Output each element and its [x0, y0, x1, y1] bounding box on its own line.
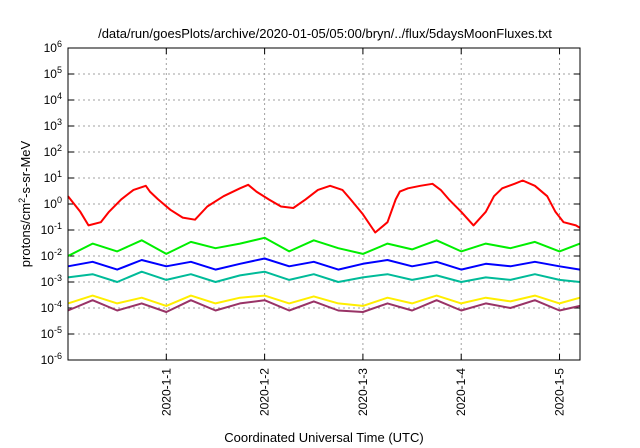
y-tick-exp: 3	[57, 117, 62, 127]
y-tick-label: 10-6	[41, 351, 62, 367]
y-tick-exp: 5	[57, 65, 62, 75]
x-tick-label: 2020-1-4	[454, 368, 468, 416]
chart-title: /data/run/goesPlots/archive/2020-01-05/0…	[98, 26, 552, 41]
y-axis-label-pre: protons/cm	[18, 203, 33, 267]
y-tick-exp: 6	[57, 39, 62, 49]
y-tick-base: 10	[41, 275, 55, 289]
y-axis-label-post: -s-sr-MeV	[18, 140, 33, 197]
series-line-1	[67, 179, 581, 234]
y-tick-exp: -6	[54, 351, 62, 361]
series-line-3	[67, 257, 581, 271]
y-tick-base: 10	[41, 249, 55, 263]
y-axis-label: protons/cm2-s-sr-MeV	[17, 140, 33, 267]
y-tick-label: 104	[44, 91, 62, 107]
y-tick-label: 102	[44, 143, 62, 159]
y-tick-exp: -3	[54, 273, 62, 283]
series-line-4	[67, 270, 581, 283]
grid-layer	[68, 47, 580, 361]
series-layer	[67, 179, 581, 313]
y-tick-labels: 10-610-510-410-310-210-11001011021031041…	[41, 39, 62, 367]
x-axis-label: Coordinated Universal Time (UTC)	[224, 430, 423, 445]
y-tick-label: 105	[44, 65, 62, 81]
y-tick-base: 10	[44, 145, 58, 159]
x-tick-label: 2020-1-5	[553, 368, 567, 416]
y-tick-exp: 0	[57, 195, 62, 205]
y-tick-exp: -1	[54, 221, 62, 231]
y-tick-exp: 2	[57, 143, 62, 153]
y-tick-base: 10	[44, 119, 58, 133]
y-axis-label-sup: 2	[17, 198, 27, 203]
y-tick-label: 100	[44, 195, 62, 211]
y-tick-base: 10	[44, 67, 58, 81]
y-tick-label: 101	[44, 169, 62, 185]
y-tick-exp: -4	[54, 299, 62, 309]
y-tick-base: 10	[41, 327, 55, 341]
y-tick-exp: 1	[57, 169, 62, 179]
plot-frame	[67, 47, 581, 361]
x-tick-labels: 2020-1-1 2020-1-2 2020-1-3 2020-1-4 2020-1-5	[159, 368, 566, 416]
y-tick-label: 10-5	[41, 325, 62, 341]
series-line-5	[67, 294, 581, 307]
y-tick-base: 10	[44, 93, 58, 107]
y-tick-label: 106	[44, 39, 62, 55]
y-tick-exp: 4	[57, 91, 62, 101]
y-tick-label: 10-2	[41, 247, 62, 263]
y-tick-base: 10	[44, 197, 58, 211]
y-tick-label: 10-4	[41, 299, 62, 315]
y-tick-base: 10	[44, 171, 58, 185]
y-tick-exp: -5	[54, 325, 62, 335]
y-tick-base: 10	[41, 223, 55, 237]
series-line-2	[67, 236, 581, 257]
y-tick-label: 103	[44, 117, 62, 133]
y-tick-base: 10	[44, 41, 58, 55]
series-line-6	[67, 299, 581, 313]
x-tick-label: 2020-1-1	[159, 368, 173, 416]
y-tick-base: 10	[41, 301, 55, 315]
y-tick-base: 10	[41, 353, 55, 367]
y-tick-label: 10-1	[41, 221, 62, 237]
y-tick-label: 10-3	[41, 273, 62, 289]
x-tick-label: 2020-1-3	[356, 368, 370, 416]
x-tick-label: 2020-1-2	[258, 368, 272, 416]
y-tick-exp: -2	[54, 247, 62, 257]
